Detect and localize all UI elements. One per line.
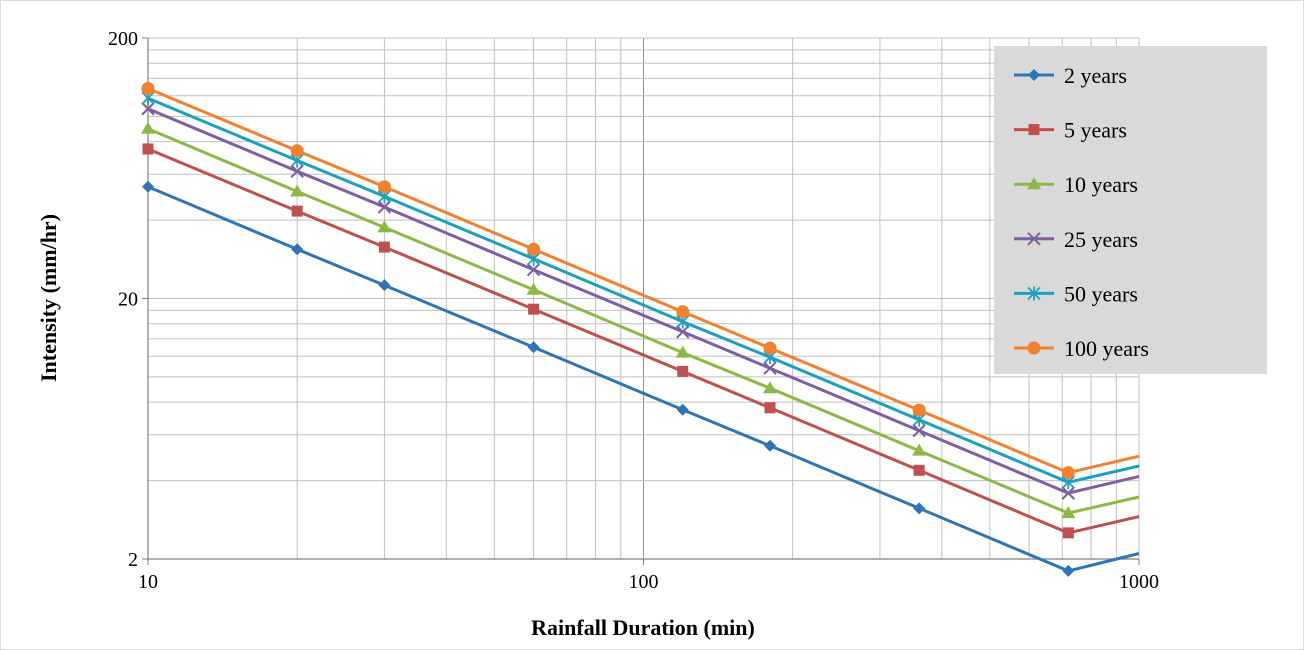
data-point [290,164,304,178]
data-point [377,180,391,194]
data-point [762,381,777,394]
legend-item: 50 years [1014,281,1138,306]
data-point [1061,466,1075,480]
data-point-stroke [1027,232,1041,246]
legend-item: 25 years [1014,227,1138,252]
data-point [378,241,390,253]
grid-layer [147,37,1140,560]
y-tick-label: 2 [128,549,138,571]
data-point [527,242,541,256]
data-point [142,180,154,193]
y-axis-title: Intensity (mm/hr) [36,214,61,382]
data-point-stroke [912,423,926,438]
data-point [1062,564,1075,577]
data-point [1027,232,1041,246]
legend-label: 50 years [1064,281,1138,306]
data-point [377,200,392,214]
legend-label: 25 years [1064,227,1138,252]
x-tick-label: 100 [629,571,659,593]
data-point [676,403,689,416]
data-point [377,220,392,233]
data-point [142,143,154,155]
data-point [912,403,926,417]
data-point [290,184,305,197]
data-point [528,303,540,315]
data-point [141,102,155,116]
data-point-stroke [141,102,155,116]
data-point [676,325,690,339]
legend-item: 10 years [1014,172,1138,197]
data-point [290,144,304,158]
data-point [763,361,777,375]
data-point-stroke [290,164,304,178]
data-point [912,423,926,438]
data-point [675,345,690,358]
data-point [291,243,304,256]
data-point [1027,341,1041,355]
data-point [677,365,689,377]
data-point [1062,527,1074,539]
data-point [378,279,391,292]
data-point-stroke [1061,486,1076,500]
data-point [913,502,926,515]
data-point [1061,506,1076,519]
legend-box [994,46,1267,374]
legend-label: 2 years [1064,63,1127,88]
legend-label: 100 years [1064,336,1149,361]
data-point [291,205,303,217]
data-point [764,402,776,414]
data-point [1028,124,1040,136]
x-tick-label: 1000 [1119,571,1159,593]
data-point [1061,486,1076,500]
data-point [526,282,541,295]
series-layer [141,81,1140,577]
data-point-stroke [676,325,690,339]
legend: 2 years 5 years 10 years 25 years 50 years 10… [994,46,1267,374]
data-point [141,81,155,95]
y-tick-label: 200 [108,28,138,50]
data-point [1027,177,1041,190]
data-point [527,341,540,354]
legend-label: 5 years [1064,118,1127,143]
data-point-stroke [526,262,541,277]
data-point [913,464,925,476]
legend-label: 10 years [1064,172,1138,197]
legend-item: 100 years [1014,336,1149,361]
data-point-stroke [763,361,777,375]
data-point [912,443,927,456]
y-tick-label: 20 [118,289,138,311]
data-point [676,305,690,319]
data-point [1028,69,1040,81]
data-point [763,439,776,452]
series-100-years [141,81,1140,480]
series-2-years [142,180,1140,577]
series-10-years [141,121,1140,519]
legend-item: 5 years [1014,118,1127,143]
data-point-stroke [377,200,392,214]
legend-item: 2 years [1014,63,1127,88]
data-point [141,121,155,134]
data-point [526,262,541,277]
data-point [1027,286,1041,301]
series-5-years [142,143,1140,539]
data-point [763,341,777,355]
series-25-years [141,102,1140,500]
x-tick-label: 10 [138,571,158,593]
x-axis-title: Rainfall Duration (min) [531,615,755,640]
